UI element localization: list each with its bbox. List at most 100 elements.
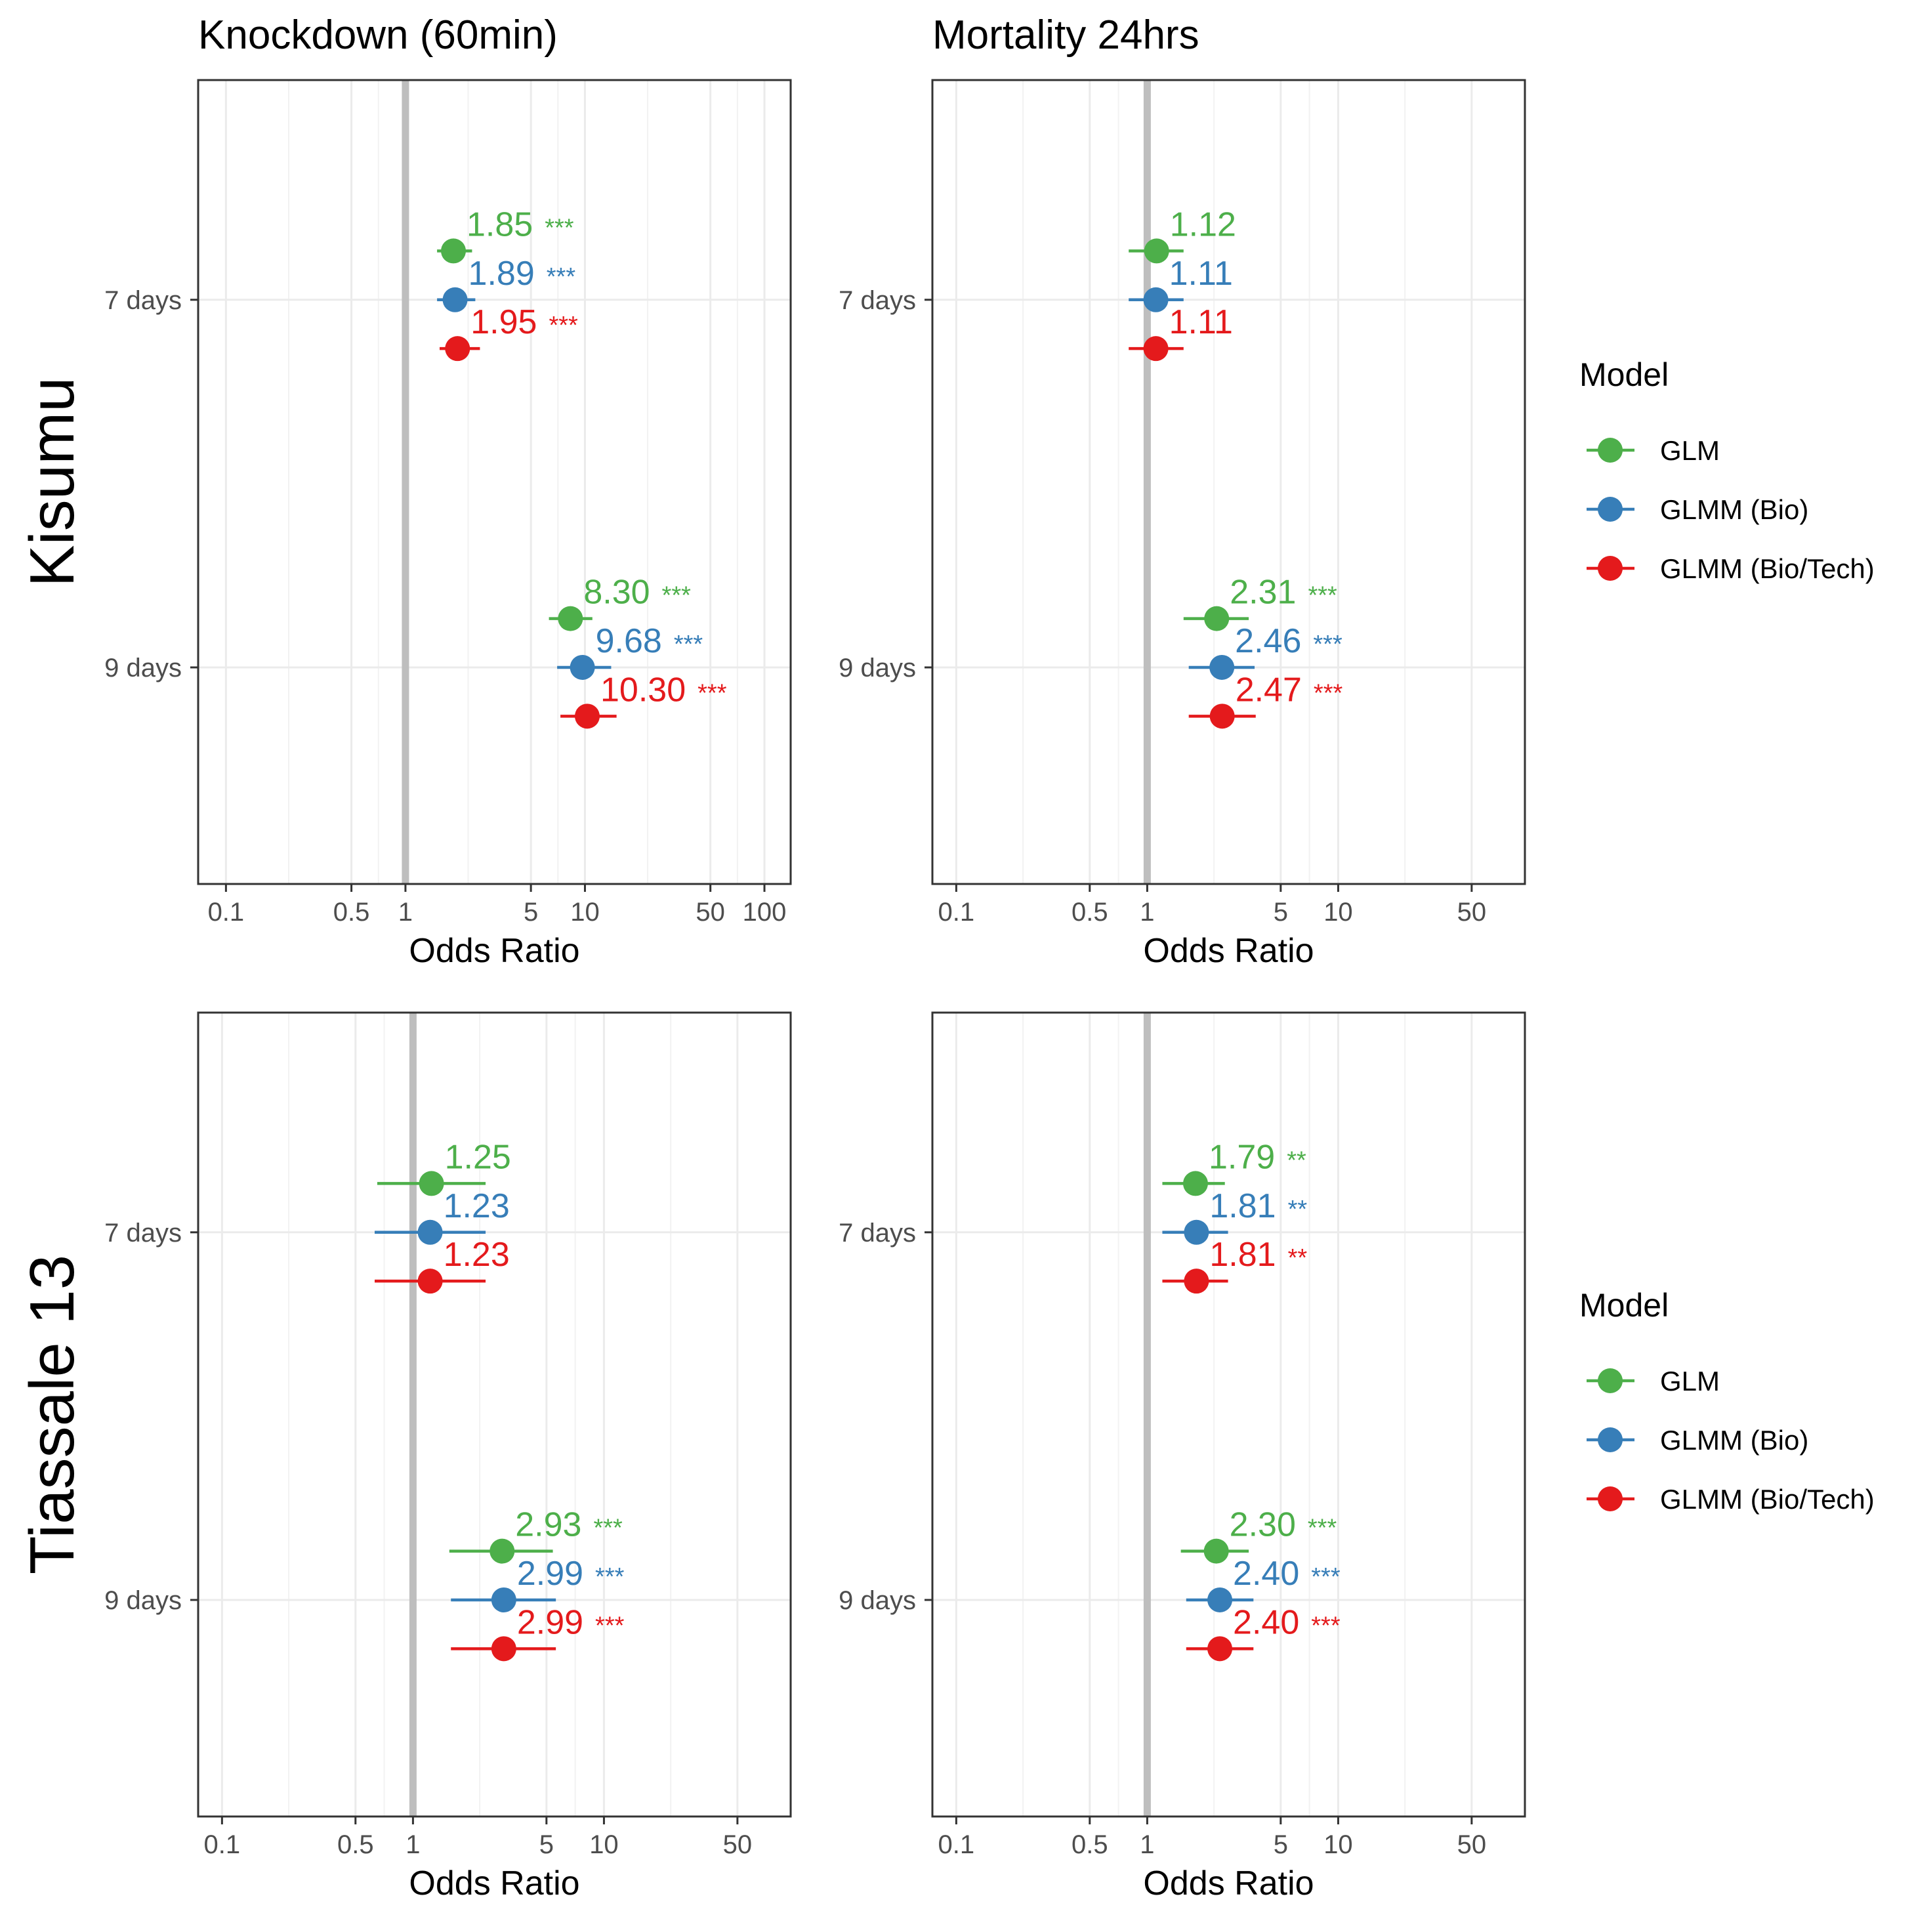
point-estimate	[417, 1269, 443, 1294]
significance-stars: ***	[595, 1612, 625, 1639]
point-estimate	[1207, 1587, 1233, 1612]
x-tick-label: 0.1	[938, 898, 975, 927]
panel-1: 1.85 ***8.30 ***1.89 ***9.68 ***1.95 ***10.30…	[17, 12, 792, 970]
panel-3: 1.252.93 ***1.232.99 ***1.232.99 ***7 days9…	[17, 1011, 792, 1902]
significance-stars: ***	[593, 1515, 623, 1542]
row-label: Tiassale 13	[17, 1255, 87, 1574]
point-estimate	[1143, 287, 1169, 312]
legend-title: Model	[1579, 356, 1669, 393]
y-tick-label: 7 days	[839, 286, 916, 315]
point-estimate	[1184, 1219, 1209, 1245]
point-estimate	[491, 1636, 516, 1662]
panel-4: 1.79 **2.30 ***1.81 **2.40 ***1.81 **2.40 ***7…	[839, 1011, 1526, 1902]
x-axis-title: Odds Ratio	[409, 1864, 579, 1902]
value-label: 1.25	[445, 1138, 511, 1176]
x-tick-label: 0.1	[204, 1830, 241, 1859]
x-axis-title: Odds Ratio	[409, 932, 579, 970]
x-tick-label: 50	[696, 898, 725, 927]
point-estimate	[1144, 238, 1169, 264]
value-label: 1.85 ***	[467, 205, 574, 243]
point-estimate	[445, 336, 470, 362]
point-estimate	[574, 704, 600, 729]
significance-stars: ***	[662, 582, 692, 610]
x-tick-label: 0.5	[337, 1830, 374, 1859]
significance-stars: ***	[1308, 582, 1337, 610]
panel-title: Mortality 24hrs	[932, 12, 1199, 58]
point-estimate	[1143, 336, 1169, 362]
x-tick-label: 100	[743, 898, 787, 927]
x-tick-label: 50	[1457, 898, 1487, 927]
significance-stars: ***	[674, 631, 703, 658]
point-estimate	[441, 238, 467, 264]
value-label: 1.81 **	[1209, 1187, 1307, 1225]
legend-item: GLM	[1587, 435, 1720, 466]
value-label: 1.12	[1170, 205, 1236, 243]
panel-background	[932, 80, 1525, 884]
x-tick-label: 50	[1457, 1830, 1487, 1859]
point-estimate	[1182, 1171, 1208, 1196]
point-estimate	[1207, 1636, 1233, 1662]
x-tick-label: 10	[589, 1830, 619, 1859]
point-estimate	[570, 654, 595, 680]
value-label: 1.23	[444, 1236, 510, 1274]
x-tick-label: 1	[406, 1830, 420, 1859]
value-label: 1.95 ***	[470, 303, 578, 341]
point-estimate	[1203, 1538, 1229, 1564]
significance-stars: ***	[547, 263, 576, 291]
legend-key-point	[1598, 438, 1623, 463]
legend-key-point	[1598, 1427, 1623, 1452]
value-label: 2.30 ***	[1230, 1506, 1337, 1544]
row-label: Kisumu	[17, 377, 87, 587]
legend-label: GLM	[1660, 435, 1720, 466]
x-tick-label: 1	[398, 898, 413, 927]
panel-2: 1.122.31 ***1.112.46 ***1.112.47 ***7 days9…	[839, 12, 1526, 970]
point-estimate	[1184, 1269, 1209, 1294]
legend-item: GLMM (Bio/Tech)	[1587, 553, 1875, 584]
x-tick-label: 0.1	[208, 898, 245, 927]
significance-stars: ***	[1311, 1612, 1341, 1639]
x-tick-label: 10	[570, 898, 600, 927]
x-tick-label: 1	[1140, 1830, 1154, 1859]
panel-border	[931, 79, 1526, 885]
panel-border	[197, 1011, 792, 1818]
legend-2: Model GLM GLMM (Bio) GLMM (Bio/Tech)	[1579, 1287, 1875, 1515]
point-estimate	[558, 606, 583, 631]
x-axis-title: Odds Ratio	[1143, 1864, 1314, 1902]
x-tick-label: 0.1	[938, 1830, 975, 1859]
value-label: 1.11	[1169, 303, 1233, 341]
point-estimate	[489, 1538, 515, 1564]
legend-item: GLMM (Bio)	[1587, 1425, 1808, 1456]
significance-stars: ***	[595, 1563, 625, 1591]
x-tick-label: 50	[723, 1830, 753, 1859]
significance-stars: **	[1288, 1244, 1308, 1272]
legend-key-point	[1598, 1486, 1623, 1511]
legend-label: GLMM (Bio/Tech)	[1660, 553, 1875, 584]
panel-background	[198, 1013, 791, 1816]
panel-border	[197, 79, 792, 885]
x-tick-label: 10	[1323, 1830, 1353, 1859]
x-tick-label: 0.5	[1071, 898, 1108, 927]
y-tick-label: 9 days	[839, 654, 916, 682]
legend-label: GLMM (Bio)	[1660, 1425, 1808, 1456]
legend-item: GLMM (Bio/Tech)	[1587, 1484, 1875, 1515]
point-estimate	[442, 287, 468, 312]
value-label: 1.23	[444, 1187, 510, 1225]
significance-stars: ***	[545, 214, 574, 242]
point-estimate	[1209, 704, 1235, 729]
point-estimate	[491, 1587, 516, 1612]
significance-stars: **	[1288, 1196, 1308, 1223]
y-tick-label: 9 days	[104, 1586, 182, 1615]
point-estimate	[417, 1219, 443, 1245]
legend-key-point	[1598, 556, 1623, 581]
legend-title: Model	[1579, 1287, 1669, 1324]
legend-1: Model GLM GLMM (Bio) GLMM (Bio/Tech)	[1579, 356, 1875, 584]
panel-background	[932, 1013, 1525, 1816]
point-estimate	[419, 1171, 444, 1196]
x-tick-label: 5	[539, 1830, 554, 1859]
legend-label: GLMM (Bio/Tech)	[1660, 1484, 1875, 1515]
legend-item: GLMM (Bio)	[1587, 494, 1808, 525]
point-estimate	[1209, 654, 1235, 680]
x-tick-label: 0.5	[333, 898, 370, 927]
legend-key-point	[1598, 497, 1623, 522]
